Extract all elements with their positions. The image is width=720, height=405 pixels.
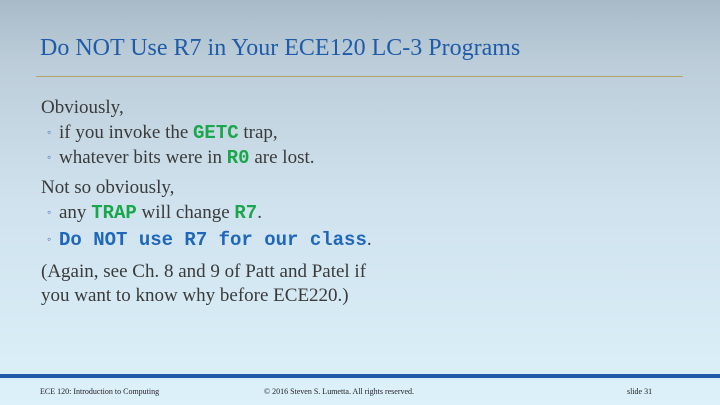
- footer-copyright: © 2016 Steven S. Lumetta. All rights res…: [264, 387, 415, 396]
- keyword-r0: R0: [226, 147, 250, 169]
- footer-bar: [0, 374, 720, 378]
- bullet-icon: ◦: [47, 232, 52, 246]
- bullet-icon: ◦: [47, 150, 52, 164]
- bullet-getc: ◦ if you invoke the GETC trap,: [47, 122, 278, 144]
- bullet-r0: ◦ whatever bits were in R0 are lost.: [47, 147, 315, 169]
- keyword-trap: TRAP: [91, 202, 137, 224]
- title-underline: [36, 76, 683, 77]
- bullet-do-not-use-r7: ◦ Do NOT use R7 for our class.: [47, 229, 372, 251]
- footer-course: ECE 120: Introduction to Computing: [40, 387, 160, 396]
- slide-title: Do NOT Use R7 in Your ECE120 LC-3 Progra…: [40, 35, 521, 61]
- emphasis-do-not-use-r7: Do NOT use R7 for our class: [59, 229, 367, 251]
- keyword-getc: GETC: [193, 122, 239, 144]
- keyword-r7: R7: [234, 202, 258, 224]
- intro-obviously: Obviously,: [41, 97, 124, 118]
- bullet-icon: ◦: [47, 205, 52, 219]
- closing-line-2: you want to know why before ECE220.): [41, 285, 349, 306]
- footer-slide-number: slide 31: [627, 387, 653, 396]
- bullet-trap: ◦ any TRAP will change R7.: [47, 202, 262, 224]
- slide-body: Obviously, ◦ if you invoke the GETC trap,…: [41, 96, 681, 308]
- bullet-icon: ◦: [47, 125, 52, 139]
- closing-line-1: (Again, see Ch. 8 and 9 of Patt and Pate…: [41, 261, 367, 282]
- intro-not-so-obviously: Not so obviously,: [41, 177, 175, 198]
